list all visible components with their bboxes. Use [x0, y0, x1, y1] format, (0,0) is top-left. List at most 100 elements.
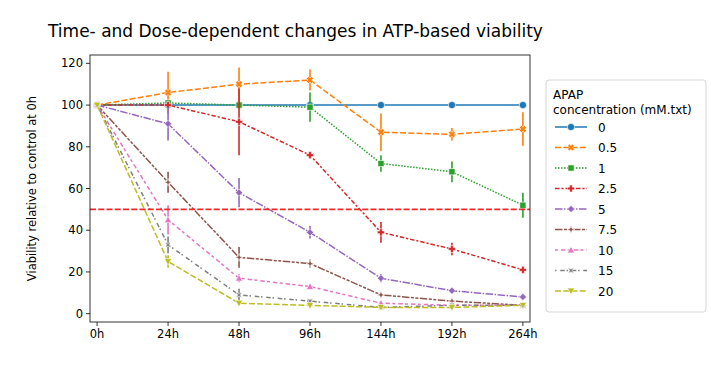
point — [165, 89, 172, 96]
x-tick — [451, 322, 452, 326]
y-tick-label: 100 — [61, 98, 83, 112]
point — [519, 266, 526, 273]
legend-marker — [567, 246, 574, 252]
title: Time- and Dose-dependent changes in ATP-… — [47, 21, 543, 41]
point — [306, 283, 313, 289]
x-tick-label: 96h — [299, 327, 321, 341]
point — [519, 101, 526, 108]
legend-title: APAPconcentration (mM.txt) — [553, 88, 692, 117]
legend-marker — [567, 144, 574, 151]
point — [377, 305, 384, 311]
legend-label: 0 — [598, 121, 606, 135]
y-tick — [86, 313, 90, 314]
y-tick-label: 0 — [76, 307, 83, 321]
series-line — [97, 105, 523, 305]
x-tick-label: 264h — [508, 327, 537, 341]
legend-marker — [567, 123, 574, 130]
point — [93, 101, 100, 108]
series-line — [97, 80, 523, 134]
point — [448, 131, 455, 138]
legend-label: 20 — [598, 285, 613, 299]
x-tick — [380, 322, 381, 326]
y-tick — [86, 105, 90, 106]
point — [448, 287, 455, 294]
y-tick-label: 40 — [68, 223, 83, 237]
point — [307, 104, 313, 110]
point — [306, 302, 313, 308]
legend-marker — [567, 185, 574, 192]
point — [306, 260, 314, 268]
point — [378, 160, 384, 166]
point — [164, 120, 171, 127]
x-tick-label: 192h — [437, 327, 466, 341]
series-line — [97, 105, 523, 307]
legend-marker — [568, 165, 574, 171]
point — [93, 101, 100, 107]
point — [377, 101, 384, 108]
point — [448, 305, 455, 311]
legend-label: 0.5 — [598, 141, 617, 155]
series-line — [97, 105, 523, 297]
point — [448, 101, 455, 108]
point — [235, 253, 243, 261]
y-tick-label: 20 — [68, 265, 83, 279]
legend-marker — [567, 226, 575, 234]
y-tick-label: 80 — [68, 140, 83, 154]
point — [377, 291, 385, 299]
point — [93, 101, 100, 108]
legend-label: 1 — [598, 162, 606, 176]
point — [519, 293, 526, 300]
point — [519, 302, 526, 308]
x-tick — [310, 322, 311, 326]
series-line — [97, 105, 523, 305]
point — [164, 259, 171, 265]
point — [235, 118, 242, 125]
point — [377, 129, 384, 136]
x-tick-label: 48h — [228, 327, 250, 341]
point — [93, 101, 100, 108]
plot-area — [90, 68, 530, 311]
x-tick — [97, 322, 98, 326]
point — [235, 275, 242, 281]
legend-label: 10 — [598, 244, 613, 258]
point — [306, 152, 313, 159]
point — [519, 302, 526, 308]
point — [93, 102, 100, 108]
chart: Time- and Dose-dependent changes in ATP-… — [0, 0, 711, 369]
series-line — [97, 103, 523, 205]
point — [236, 292, 242, 298]
y-tick — [86, 230, 90, 231]
x-tick — [239, 322, 240, 326]
legend-label: 15 — [598, 264, 613, 278]
reference-line — [90, 209, 530, 211]
series-line — [97, 105, 523, 307]
y-axis-label: Viability relative to control at 0h — [25, 96, 39, 281]
legend-marker — [567, 205, 574, 212]
point — [164, 178, 172, 186]
x-tick-label: 144h — [366, 327, 395, 341]
point — [165, 242, 171, 248]
x-tick-label: 24h — [157, 327, 179, 341]
point — [94, 102, 100, 108]
point — [94, 102, 100, 108]
legend-marker — [568, 268, 574, 274]
point — [306, 77, 313, 84]
point — [235, 300, 242, 306]
point — [520, 303, 526, 309]
legend-label: 7.5 — [598, 223, 617, 237]
y-tick — [86, 188, 90, 189]
legend-label: 2.5 — [598, 182, 617, 196]
point — [93, 101, 101, 109]
point — [377, 229, 384, 236]
point — [164, 216, 171, 222]
point — [519, 126, 526, 133]
y-tick — [86, 63, 90, 64]
legend-label: 5 — [598, 203, 606, 217]
point — [94, 102, 101, 109]
x-tick — [522, 322, 523, 326]
point — [448, 245, 455, 252]
y-tick-label: 60 — [68, 182, 83, 196]
point — [449, 169, 455, 175]
point — [236, 81, 243, 88]
y-tick-label: 120 — [61, 56, 83, 70]
